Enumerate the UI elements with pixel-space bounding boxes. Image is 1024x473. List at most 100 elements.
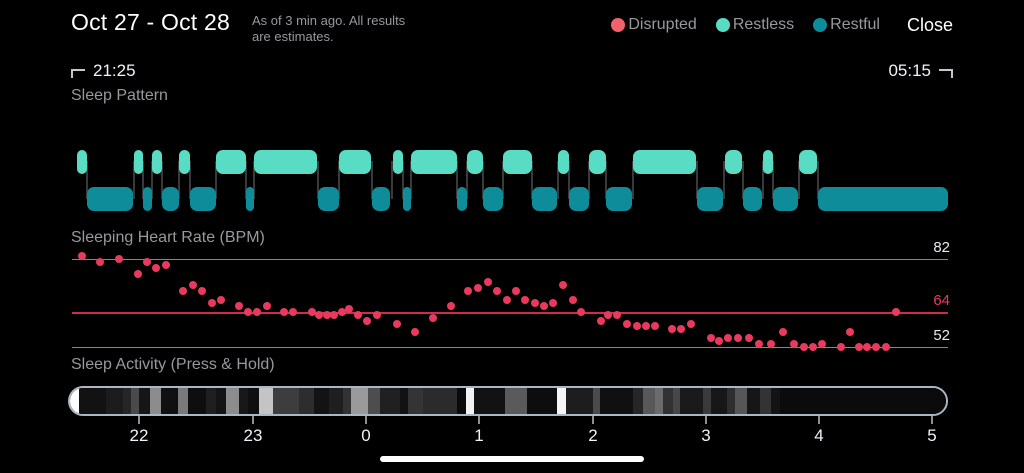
hr-data-point bbox=[235, 301, 243, 310]
hr-data-point bbox=[263, 301, 271, 310]
hr-data-point bbox=[800, 343, 808, 351]
pattern-connector bbox=[605, 161, 607, 199]
pattern-segment-restless bbox=[393, 150, 403, 174]
hr-data-point bbox=[244, 307, 252, 316]
hr-data-point bbox=[755, 340, 763, 349]
activity-segment bbox=[747, 388, 760, 414]
hr-data-point bbox=[363, 316, 371, 325]
pattern-connector bbox=[86, 161, 88, 199]
hr-data-point bbox=[512, 287, 520, 296]
activity-segment bbox=[711, 388, 727, 414]
sleep-activity-strip[interactable] bbox=[68, 386, 948, 416]
pattern-segment-restful bbox=[697, 187, 723, 211]
hr-data-point bbox=[308, 307, 316, 316]
pattern-connector bbox=[402, 161, 404, 199]
hr-data-point bbox=[354, 310, 362, 319]
hr-data-point bbox=[330, 310, 338, 319]
hr-data-point bbox=[289, 307, 297, 316]
hr-data-point bbox=[373, 310, 381, 319]
activity-segment bbox=[139, 388, 150, 414]
activity-segment bbox=[593, 388, 600, 414]
hr-data-point bbox=[429, 313, 437, 322]
hr-data-point bbox=[651, 322, 659, 331]
legend-item-restless: Restless bbox=[715, 16, 795, 34]
activity-segment bbox=[248, 388, 259, 414]
activity-segment bbox=[408, 388, 423, 414]
hr-gridline-52 bbox=[72, 347, 948, 348]
hr-data-point bbox=[855, 343, 863, 351]
hr-data-point bbox=[253, 307, 261, 316]
hr-data-point bbox=[668, 325, 676, 334]
session-end-time: 05:15 bbox=[888, 61, 931, 80]
pattern-connector bbox=[151, 161, 153, 199]
activity-segment bbox=[780, 388, 946, 414]
activity-segment bbox=[380, 388, 400, 414]
hr-data-point bbox=[540, 301, 548, 310]
pattern-connector bbox=[390, 161, 393, 199]
home-indicator[interactable] bbox=[380, 456, 644, 462]
pattern-segment-restless bbox=[725, 150, 742, 174]
activity-segment bbox=[216, 388, 226, 414]
hr-data-point bbox=[338, 307, 346, 316]
hr-gridline-64 bbox=[72, 311, 948, 314]
pattern-connector bbox=[338, 161, 340, 199]
axis-tick bbox=[365, 416, 367, 424]
hr-data-point bbox=[96, 257, 104, 266]
close-button[interactable]: Close bbox=[906, 14, 953, 35]
axis-tick-label: 3 bbox=[701, 426, 711, 445]
hr-data-point bbox=[837, 343, 845, 351]
hr-data-point bbox=[882, 343, 890, 351]
pattern-connector bbox=[531, 161, 533, 199]
pattern-connector bbox=[316, 161, 319, 199]
hr-data-point bbox=[393, 319, 401, 328]
sleep-activity-title: Sleep Activity (Press & Hold) bbox=[71, 356, 275, 373]
hr-gridline-82 bbox=[72, 259, 948, 260]
activity-segment bbox=[466, 388, 474, 414]
hr-data-point bbox=[143, 257, 151, 266]
activity-segment bbox=[273, 388, 299, 414]
session-end: 05:15 bbox=[888, 61, 953, 81]
hr-data-point bbox=[707, 334, 715, 343]
restless-dot-icon bbox=[715, 18, 730, 32]
pattern-segment-restful bbox=[318, 187, 339, 211]
activity-segment bbox=[259, 388, 273, 414]
pattern-connector bbox=[772, 161, 774, 199]
hr-data-point bbox=[892, 307, 900, 316]
axis-tick-label: 22 bbox=[129, 426, 149, 445]
header-subtitle: As of 3 min ago. All results are estimat… bbox=[252, 13, 405, 45]
activity-segment bbox=[299, 388, 314, 414]
hr-data-point bbox=[779, 328, 787, 337]
pattern-connector bbox=[568, 161, 570, 199]
hr-data-point bbox=[484, 278, 492, 287]
pattern-connector bbox=[161, 161, 163, 199]
activity-segment bbox=[457, 388, 466, 414]
pattern-segment-restful bbox=[606, 187, 632, 211]
activity-segment bbox=[188, 388, 206, 414]
hr-data-point bbox=[134, 269, 142, 278]
pattern-connector bbox=[502, 161, 504, 199]
pattern-segment-restful bbox=[143, 187, 152, 211]
activity-segment bbox=[368, 388, 380, 414]
session-start-time: 21:25 bbox=[93, 61, 136, 80]
pattern-connector bbox=[723, 161, 725, 199]
activity-segment bbox=[735, 388, 747, 414]
activity-segment bbox=[131, 388, 139, 414]
activity-segment bbox=[566, 388, 593, 414]
hr-data-point bbox=[493, 287, 501, 296]
activity-segment bbox=[474, 388, 505, 414]
pattern-segment-restless bbox=[467, 150, 483, 174]
pattern-segment-restless bbox=[77, 150, 87, 174]
hr-data-point bbox=[559, 281, 567, 290]
axis-tick bbox=[138, 416, 140, 424]
session-end-bracket-icon bbox=[939, 69, 953, 78]
hr-data-point bbox=[687, 319, 695, 328]
pattern-segment-restful bbox=[403, 187, 411, 211]
activity-segment bbox=[527, 388, 557, 414]
hr-data-point bbox=[152, 263, 160, 272]
pattern-connector bbox=[178, 161, 180, 199]
pattern-connector bbox=[797, 161, 800, 199]
legend-label: Restless bbox=[732, 16, 795, 33]
hr-data-point bbox=[818, 340, 826, 349]
pattern-connector bbox=[695, 161, 698, 199]
axis-tick-label: 1 bbox=[474, 426, 484, 445]
